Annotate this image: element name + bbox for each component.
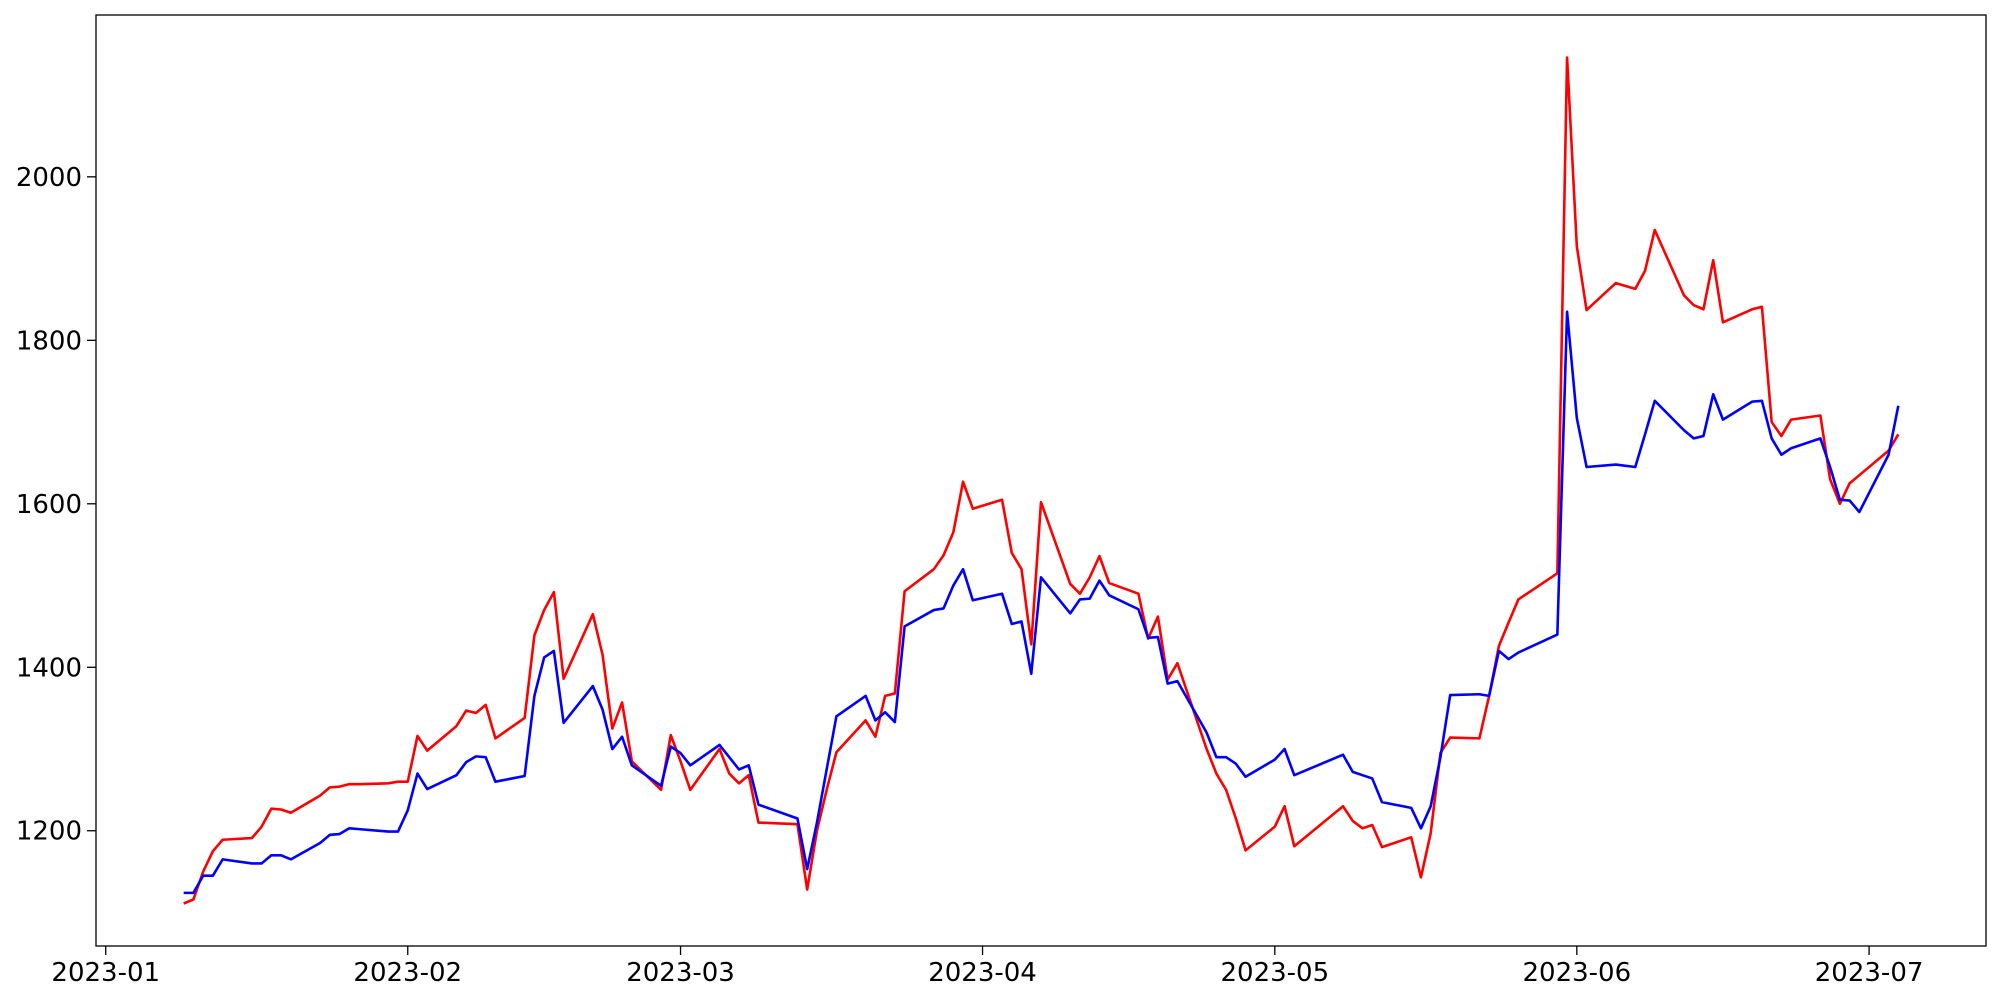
line-series <box>183 310 1900 895</box>
plot-frame <box>95 14 1987 947</box>
y-tick-label: 1600 <box>16 490 82 520</box>
x-tick-label: 2023-06 <box>1523 958 1632 988</box>
y-tick-label: 1200 <box>16 817 82 847</box>
y-tick-label: 1400 <box>16 653 82 683</box>
x-tick-label: 2023-02 <box>353 958 462 988</box>
x-tick-label: 2023-05 <box>1220 958 1329 988</box>
x-tick-label: 2023-07 <box>1815 958 1924 988</box>
x-tick-label: 2023-04 <box>928 958 1037 988</box>
x-tick-label: 2023-03 <box>626 958 735 988</box>
y-tick-label: 2000 <box>16 163 82 193</box>
line-series <box>183 56 1900 905</box>
y-tick-label: 1800 <box>16 326 82 356</box>
x-tick-label: 2023-01 <box>51 958 160 988</box>
